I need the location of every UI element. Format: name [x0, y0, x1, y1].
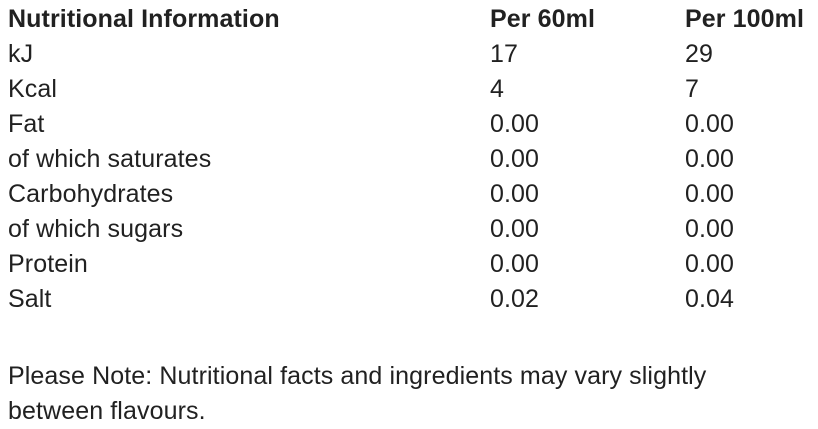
table-row-saturates: of which saturates 0.00 0.00: [8, 142, 818, 177]
per100-value: 29: [685, 40, 714, 68]
nutrient-label: Kcal: [8, 75, 58, 103]
nutrition-note-line-1: Please Note: Nutritional facts and ingre…: [8, 362, 707, 390]
table-row-protein: Protein 0.00 0.00: [8, 247, 818, 282]
table-row-salt: Salt 0.02 0.04: [8, 282, 818, 317]
nutrient-label: Protein: [8, 250, 88, 278]
nutrient-label: Salt: [8, 285, 52, 313]
header-nutritional-information: Nutritional Information: [8, 5, 280, 33]
per60-value: 0.00: [490, 215, 540, 243]
per60-value: 4: [490, 75, 505, 103]
per60-value: 17: [490, 40, 519, 68]
per100-value: 0.04: [685, 285, 735, 313]
nutrition-table: Nutritional Information Per 60ml Per 100…: [8, 2, 818, 317]
nutrient-label: of which saturates: [8, 145, 212, 173]
per100-value: 0.00: [685, 110, 735, 138]
table-row-sugars: of which sugars 0.00 0.00: [8, 212, 818, 247]
per100-value: 0.00: [685, 250, 735, 278]
nutrient-label: of which sugars: [8, 215, 184, 243]
table-row-kj: kJ 17 29: [8, 37, 818, 72]
table-row-fat: Fat 0.00 0.00: [8, 107, 818, 142]
nutrition-note: Please Note: Nutritional facts and ingre…: [8, 359, 818, 429]
nutrient-label: Carbohydrates: [8, 180, 174, 208]
per60-value: 0.02: [490, 285, 540, 313]
per100-value: 0.00: [685, 145, 735, 173]
nutrition-note-line-2: between flavours.: [8, 397, 206, 425]
per100-value: 0.00: [685, 180, 735, 208]
nutrition-table-header-row: Nutritional Information Per 60ml Per 100…: [8, 2, 818, 37]
table-row-carbohydrates: Carbohydrates 0.00 0.00: [8, 177, 818, 212]
per100-value: 0.00: [685, 215, 735, 243]
per60-value: 0.00: [490, 180, 540, 208]
nutrient-label: kJ: [8, 40, 34, 68]
per100-value: 7: [685, 75, 700, 103]
per60-value: 0.00: [490, 145, 540, 173]
per60-value: 0.00: [490, 250, 540, 278]
nutrient-label: Fat: [8, 110, 45, 138]
header-per-100ml: Per 100ml: [685, 5, 805, 33]
table-row-kcal: Kcal 4 7: [8, 72, 818, 107]
header-per-60ml: Per 60ml: [490, 5, 596, 33]
per60-value: 0.00: [490, 110, 540, 138]
